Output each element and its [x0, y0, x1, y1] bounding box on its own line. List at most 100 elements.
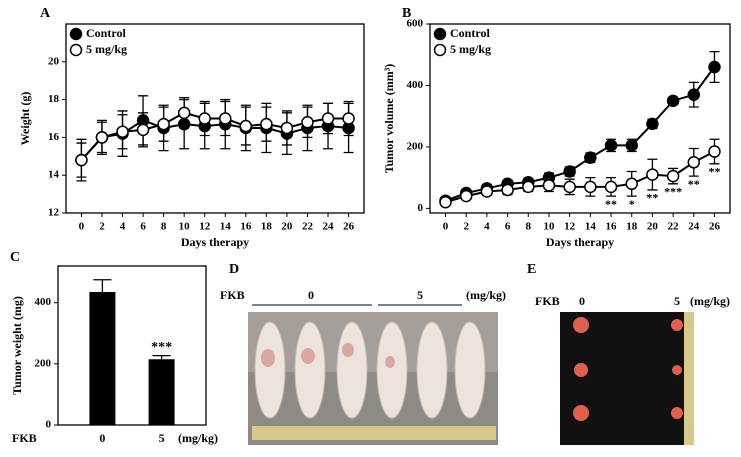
- significance: **: [708, 165, 720, 179]
- y-tick-label: 400: [407, 79, 424, 91]
- x-tick-label: 8: [161, 221, 167, 233]
- panel-label: E: [527, 262, 536, 277]
- marker: [708, 60, 721, 74]
- group-label: FKB: [12, 431, 37, 445]
- x-tick-label: 18: [261, 221, 273, 233]
- panel-label: C: [10, 250, 20, 265]
- y-tick-label: 200: [407, 140, 424, 152]
- marker: [646, 117, 659, 131]
- unit-label: (mg/kg): [690, 294, 730, 308]
- error-bar: [93, 279, 112, 292]
- x-tick-label: 0: [99, 431, 105, 445]
- significance: ***: [664, 185, 682, 199]
- error-bar: [152, 354, 171, 360]
- marker: [687, 88, 701, 101]
- panel-label: B: [402, 6, 411, 21]
- dose-label: 0: [579, 294, 585, 308]
- dose-label: 5: [417, 288, 423, 302]
- x-tick-label: 10: [543, 221, 555, 233]
- y-tick-label: 0: [46, 419, 52, 431]
- x-tick-label: 22: [302, 221, 314, 233]
- legend-label: 5 mg/kg: [450, 42, 491, 56]
- x-tick-label: 20: [281, 221, 293, 233]
- marker: [459, 189, 473, 203]
- x-axis-label: Days therapy: [546, 235, 614, 249]
- tumor-photo: [560, 312, 694, 445]
- marker: [342, 112, 355, 125]
- legend-label: Control: [86, 26, 126, 40]
- x-tick-label: 18: [626, 221, 638, 233]
- dose-label: 0: [308, 288, 314, 302]
- x-tick-label: 10: [179, 221, 191, 233]
- marker: [666, 94, 680, 108]
- x-tick-label: 12: [199, 221, 211, 233]
- x-tick-label: 6: [140, 221, 146, 233]
- group-label: FKB: [535, 294, 560, 308]
- x-tick-label: 16: [240, 221, 252, 233]
- marker: [260, 117, 273, 131]
- marker: [95, 131, 109, 144]
- marker: [522, 180, 535, 194]
- marker: [542, 179, 556, 192]
- marker: [321, 112, 335, 125]
- marker: [177, 106, 191, 120]
- marker: [604, 139, 618, 152]
- x-tick-label: 16: [606, 221, 618, 233]
- marker: [198, 112, 211, 125]
- x-tick-label: 26: [343, 221, 355, 233]
- marker: [480, 185, 494, 198]
- marker: [666, 169, 680, 183]
- marker: [239, 119, 253, 133]
- bar: [148, 359, 175, 425]
- x-tick-label: 22: [668, 221, 680, 233]
- marker: [439, 195, 452, 209]
- y-tick-label: 400: [35, 296, 52, 308]
- significance: **: [646, 191, 658, 205]
- y-tick-label: 0: [418, 202, 424, 214]
- x-tick-label: 20: [647, 221, 659, 233]
- significance: **: [605, 197, 617, 211]
- x-tick-label: 24: [688, 221, 700, 233]
- marker: [136, 123, 150, 137]
- y-axis-label: Tumor volume (mm³): [382, 64, 396, 174]
- y-tick-label: 14: [48, 169, 60, 181]
- marker: [301, 116, 314, 129]
- bar: [89, 291, 116, 425]
- dose-label: 5: [674, 294, 680, 308]
- y-tick-label: 18: [48, 93, 60, 105]
- x-tick-label: 4: [120, 221, 126, 233]
- y-tick-label: 12: [48, 207, 60, 219]
- x-axis-label: Days therapy: [181, 235, 249, 249]
- marker: [116, 125, 129, 138]
- legend-marker: [69, 27, 83, 41]
- marker: [219, 112, 232, 125]
- x-tick-label: 0: [79, 221, 85, 233]
- x-tick-label: 8: [526, 221, 532, 233]
- unit-label: (mg/kg): [178, 431, 218, 445]
- legend-marker: [433, 43, 447, 57]
- legend-marker: [69, 43, 83, 57]
- x-tick-label: 2: [99, 221, 105, 233]
- marker: [563, 165, 576, 178]
- marker: [501, 183, 514, 197]
- unit-label: (mg/kg): [466, 288, 506, 302]
- mice-photo: [248, 312, 498, 445]
- marker: [563, 180, 576, 194]
- marker: [625, 177, 638, 191]
- y-tick-label: 16: [48, 131, 60, 143]
- x-tick-label: 5: [159, 431, 165, 445]
- x-tick-label: 2: [463, 221, 469, 233]
- marker: [646, 168, 659, 181]
- significance: *: [629, 197, 635, 211]
- marker: [604, 180, 618, 194]
- panel-label: A: [40, 6, 51, 21]
- x-tick-label: 14: [585, 221, 597, 233]
- marker: [584, 151, 597, 164]
- marker: [280, 121, 294, 135]
- y-tick-label: 20: [48, 55, 60, 67]
- x-tick-label: 14: [220, 221, 232, 233]
- y-axis-label: Weight (g): [18, 92, 32, 146]
- x-tick-label: 26: [709, 221, 721, 233]
- panel-label: D: [229, 262, 239, 277]
